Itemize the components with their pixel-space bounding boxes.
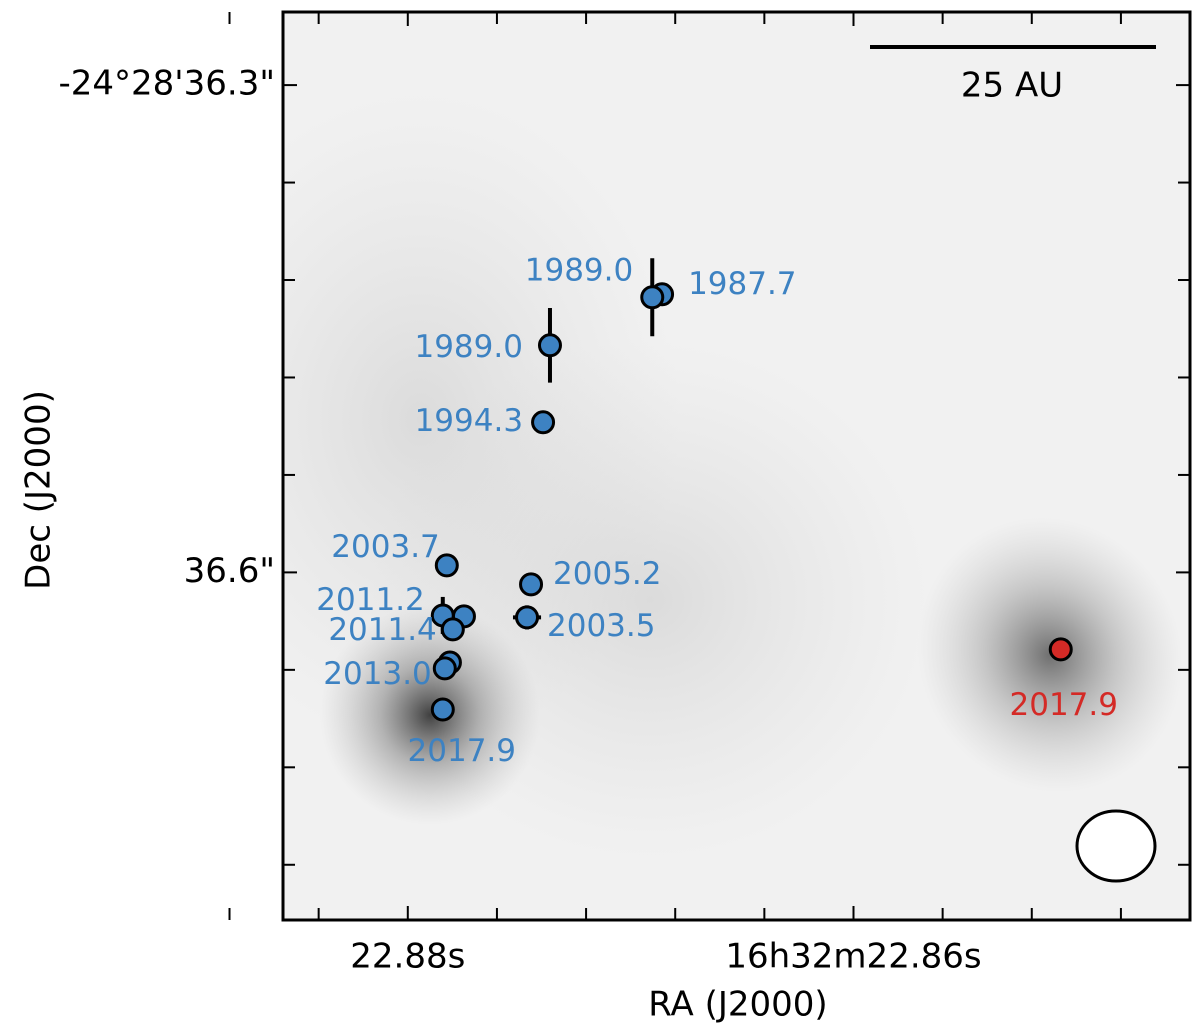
data-point <box>517 607 538 628</box>
y-axis-label: Dec (J2000) <box>19 390 59 590</box>
data-point <box>642 287 663 308</box>
point-label: 2005.2 <box>553 556 661 592</box>
image-background <box>160 12 1193 920</box>
x-tick-label: 16h32m22.86s <box>725 937 981 977</box>
data-point <box>1050 639 1071 660</box>
point-label: 2003.7 <box>331 529 439 565</box>
point-label: 2011.4 <box>328 612 436 648</box>
chart: 25 AU RA (J2000) Dec (J2000) 22.88s 16h32… <box>0 0 1193 1031</box>
scale-bar-label: 25 AU <box>961 66 1063 106</box>
x-tick-label: 22.88s <box>350 937 465 977</box>
data-point <box>434 658 455 679</box>
data-point <box>432 699 453 720</box>
point-label: 2017.9 <box>408 733 516 769</box>
data-point <box>442 619 463 640</box>
point-label: 1989.0 <box>525 253 633 289</box>
point-label: 1987.7 <box>688 266 796 302</box>
page: 25 AU RA (J2000) Dec (J2000) 22.88s 16h32… <box>0 0 1193 1035</box>
point-label: 2017.9 <box>1010 687 1118 723</box>
data-point <box>533 412 554 433</box>
data-point <box>539 335 560 356</box>
y-tick-label: 36.6" <box>184 551 275 591</box>
point-label: 2003.5 <box>547 608 655 644</box>
beam <box>1077 811 1155 881</box>
y-tick-label: -24°28'36.3" <box>59 64 275 104</box>
data-point <box>521 574 542 595</box>
point-label: 1989.0 <box>414 329 522 365</box>
point-label: 1994.3 <box>415 403 523 439</box>
point-label: 2013.0 <box>323 656 431 692</box>
x-axis-label: RA (J2000) <box>648 985 827 1025</box>
